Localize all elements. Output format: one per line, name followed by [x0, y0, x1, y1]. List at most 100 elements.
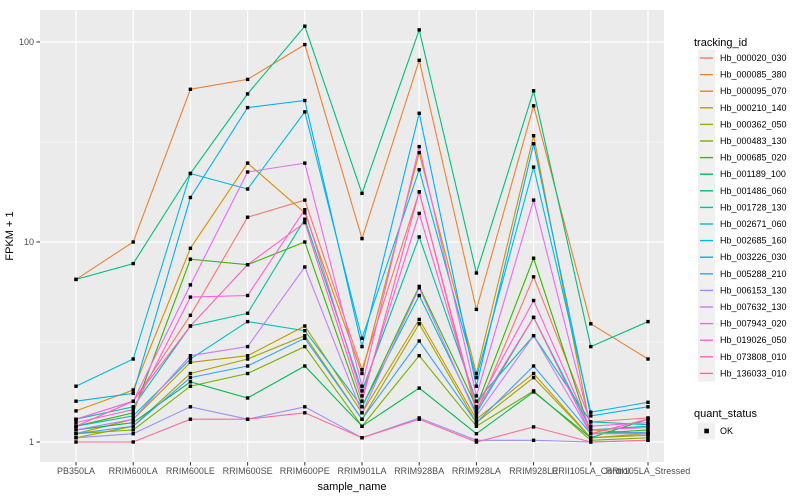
data-point [188, 313, 193, 317]
legend-item: Hb_007943_020 [698, 315, 787, 332]
data-point [360, 411, 364, 415]
legend-item-label: Hb_000685_020 [720, 153, 787, 163]
x-tick-label: RRII105LA_Control [552, 466, 630, 476]
y-tick-label: 100 [19, 37, 34, 47]
legend-item: Hb_000095_070 [698, 82, 787, 100]
data-point [245, 364, 250, 368]
legend-item: Hb_073808_010 [698, 348, 787, 366]
data-point [303, 24, 307, 28]
data-point [74, 384, 78, 388]
data-point [360, 389, 364, 393]
legend-item-label: Hb_005288_210 [720, 269, 787, 279]
data-point [74, 409, 78, 413]
data-point [303, 405, 307, 409]
x-tick-label: PB350LA [57, 466, 95, 476]
data-point [474, 307, 479, 312]
data-point [417, 28, 421, 32]
data-point [531, 198, 536, 202]
y-tick-label: 10 [24, 237, 34, 247]
legend-item-label: Hb_000210_140 [720, 103, 787, 113]
x-tick-label: RRIM928LE [509, 466, 558, 476]
data-point [360, 368, 364, 372]
data-point [531, 104, 536, 108]
data-point [589, 428, 593, 432]
data-point [417, 417, 421, 421]
legend-item: Hb_001189_100 [698, 165, 786, 183]
data-point [245, 161, 250, 165]
y-tick-label: 1 [29, 437, 34, 447]
data-point [531, 142, 536, 146]
data-point [131, 408, 135, 412]
data-point [646, 405, 650, 409]
data-point [131, 440, 135, 444]
data-point [531, 89, 536, 93]
data-point [417, 322, 421, 326]
data-point [131, 240, 135, 244]
data-point [646, 420, 650, 425]
legend-item: Hb_000210_140 [698, 99, 787, 117]
data-point [74, 277, 78, 282]
data-point [589, 414, 593, 418]
data-point [646, 357, 650, 361]
data-point [131, 391, 135, 396]
legend-item: Hb_001486_060 [698, 182, 787, 200]
data-point [303, 208, 307, 212]
data-point [188, 360, 193, 365]
data-point [303, 336, 307, 340]
data-point [245, 357, 250, 361]
data-point [245, 187, 250, 191]
data-point [474, 408, 479, 412]
legend-item: Hb_007632_130 [698, 298, 787, 316]
x-tick-label: RRIM600LE [166, 466, 215, 476]
data-point [646, 425, 650, 430]
data-point [188, 87, 193, 91]
data-point [303, 411, 307, 415]
data-point [417, 317, 421, 322]
data-point [360, 405, 364, 409]
data-point [417, 235, 421, 239]
legend-item-label: Hb_000095_070 [720, 86, 787, 96]
legend-item-label: Hb_000020_030 [720, 53, 787, 63]
data-point [474, 417, 479, 421]
data-point [646, 400, 650, 404]
legend-item-label: Hb_000483_130 [720, 136, 787, 146]
x-tick-label: RRIM600LA [109, 466, 158, 476]
data-point [245, 354, 250, 358]
legend-item-label: Hb_073808_010 [720, 352, 787, 362]
legend-item-label: Hb_019026_050 [720, 335, 787, 345]
data-point [589, 436, 593, 440]
data-point [531, 375, 536, 380]
legend-item: Hb_019026_050 [698, 331, 787, 349]
data-point [474, 405, 479, 409]
data-point [474, 384, 479, 388]
legend-item: Hb_005288_210 [698, 265, 787, 283]
data-point [360, 394, 364, 398]
data-point [188, 371, 193, 376]
data-point [245, 311, 250, 315]
data-point [131, 420, 135, 425]
data-point [303, 364, 307, 368]
legend-item-label: Hb_000362_050 [720, 119, 787, 129]
data-point [531, 334, 536, 338]
legend-item: Hb_000483_130 [698, 132, 787, 150]
data-point [188, 417, 193, 421]
y-axis-title: FPKM + 1 [4, 211, 16, 260]
legend-item: Hb_000362_050 [698, 116, 787, 133]
data-point [646, 319, 650, 324]
legend-item-label: Hb_001728_130 [720, 202, 787, 212]
data-point [131, 414, 135, 418]
data-point [417, 111, 421, 115]
legend-item: Hb_006153_130 [698, 282, 787, 299]
data-point [360, 236, 364, 241]
data-point [74, 436, 78, 440]
data-point [360, 191, 364, 196]
data-point [131, 411, 135, 415]
legend-item-label: Hb_007632_130 [720, 302, 787, 312]
legend-item-label: OK [720, 426, 733, 436]
legend-item-label: Hb_003226_030 [720, 252, 787, 262]
data-point [245, 371, 250, 376]
data-point [131, 432, 135, 436]
data-point [417, 58, 421, 62]
data-point [474, 424, 479, 428]
legend-item: Hb_003226_030 [698, 248, 787, 266]
